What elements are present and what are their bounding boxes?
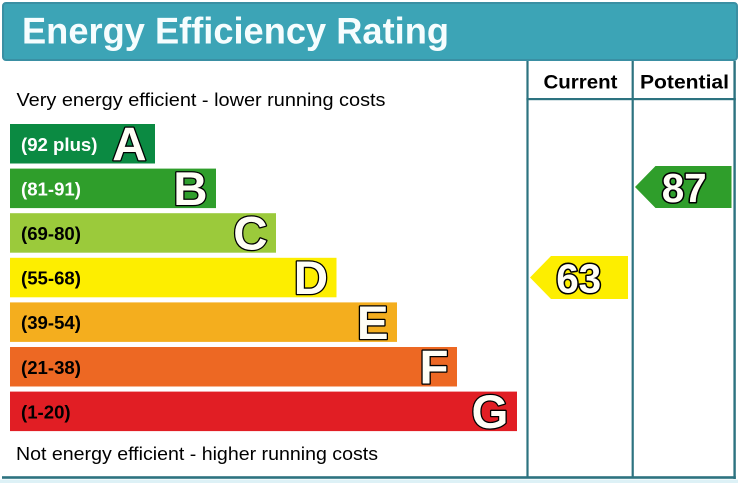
svg-text:Potential: Potential	[640, 73, 729, 94]
svg-text:G: G	[472, 386, 509, 439]
svg-text:(92 plus): (92 plus)	[21, 134, 97, 155]
svg-text:F: F	[419, 341, 448, 394]
svg-text:Current: Current	[544, 73, 619, 94]
svg-text:(21-38): (21-38)	[21, 357, 81, 378]
svg-text:E: E	[357, 297, 389, 350]
svg-text:Energy Efficiency Rating: Energy Efficiency Rating	[22, 11, 449, 52]
svg-text:C: C	[233, 208, 267, 261]
svg-text:Very energy efficient - lower: Very energy efficient - lower running co…	[17, 89, 386, 110]
svg-text:63: 63	[556, 256, 601, 302]
svg-text:87: 87	[662, 165, 707, 211]
svg-text:(81-91): (81-91)	[21, 178, 81, 199]
svg-text:(1-20): (1-20)	[21, 401, 71, 422]
svg-text:(55-68): (55-68)	[21, 268, 81, 289]
svg-text:B: B	[173, 163, 207, 216]
svg-text:(69-80): (69-80)	[21, 223, 81, 244]
svg-text:(39-54): (39-54)	[21, 312, 81, 333]
svg-text:Not energy efficient - higher: Not energy efficient - higher running co…	[16, 443, 378, 464]
svg-text:D: D	[294, 252, 328, 305]
svg-text:A: A	[112, 118, 146, 171]
